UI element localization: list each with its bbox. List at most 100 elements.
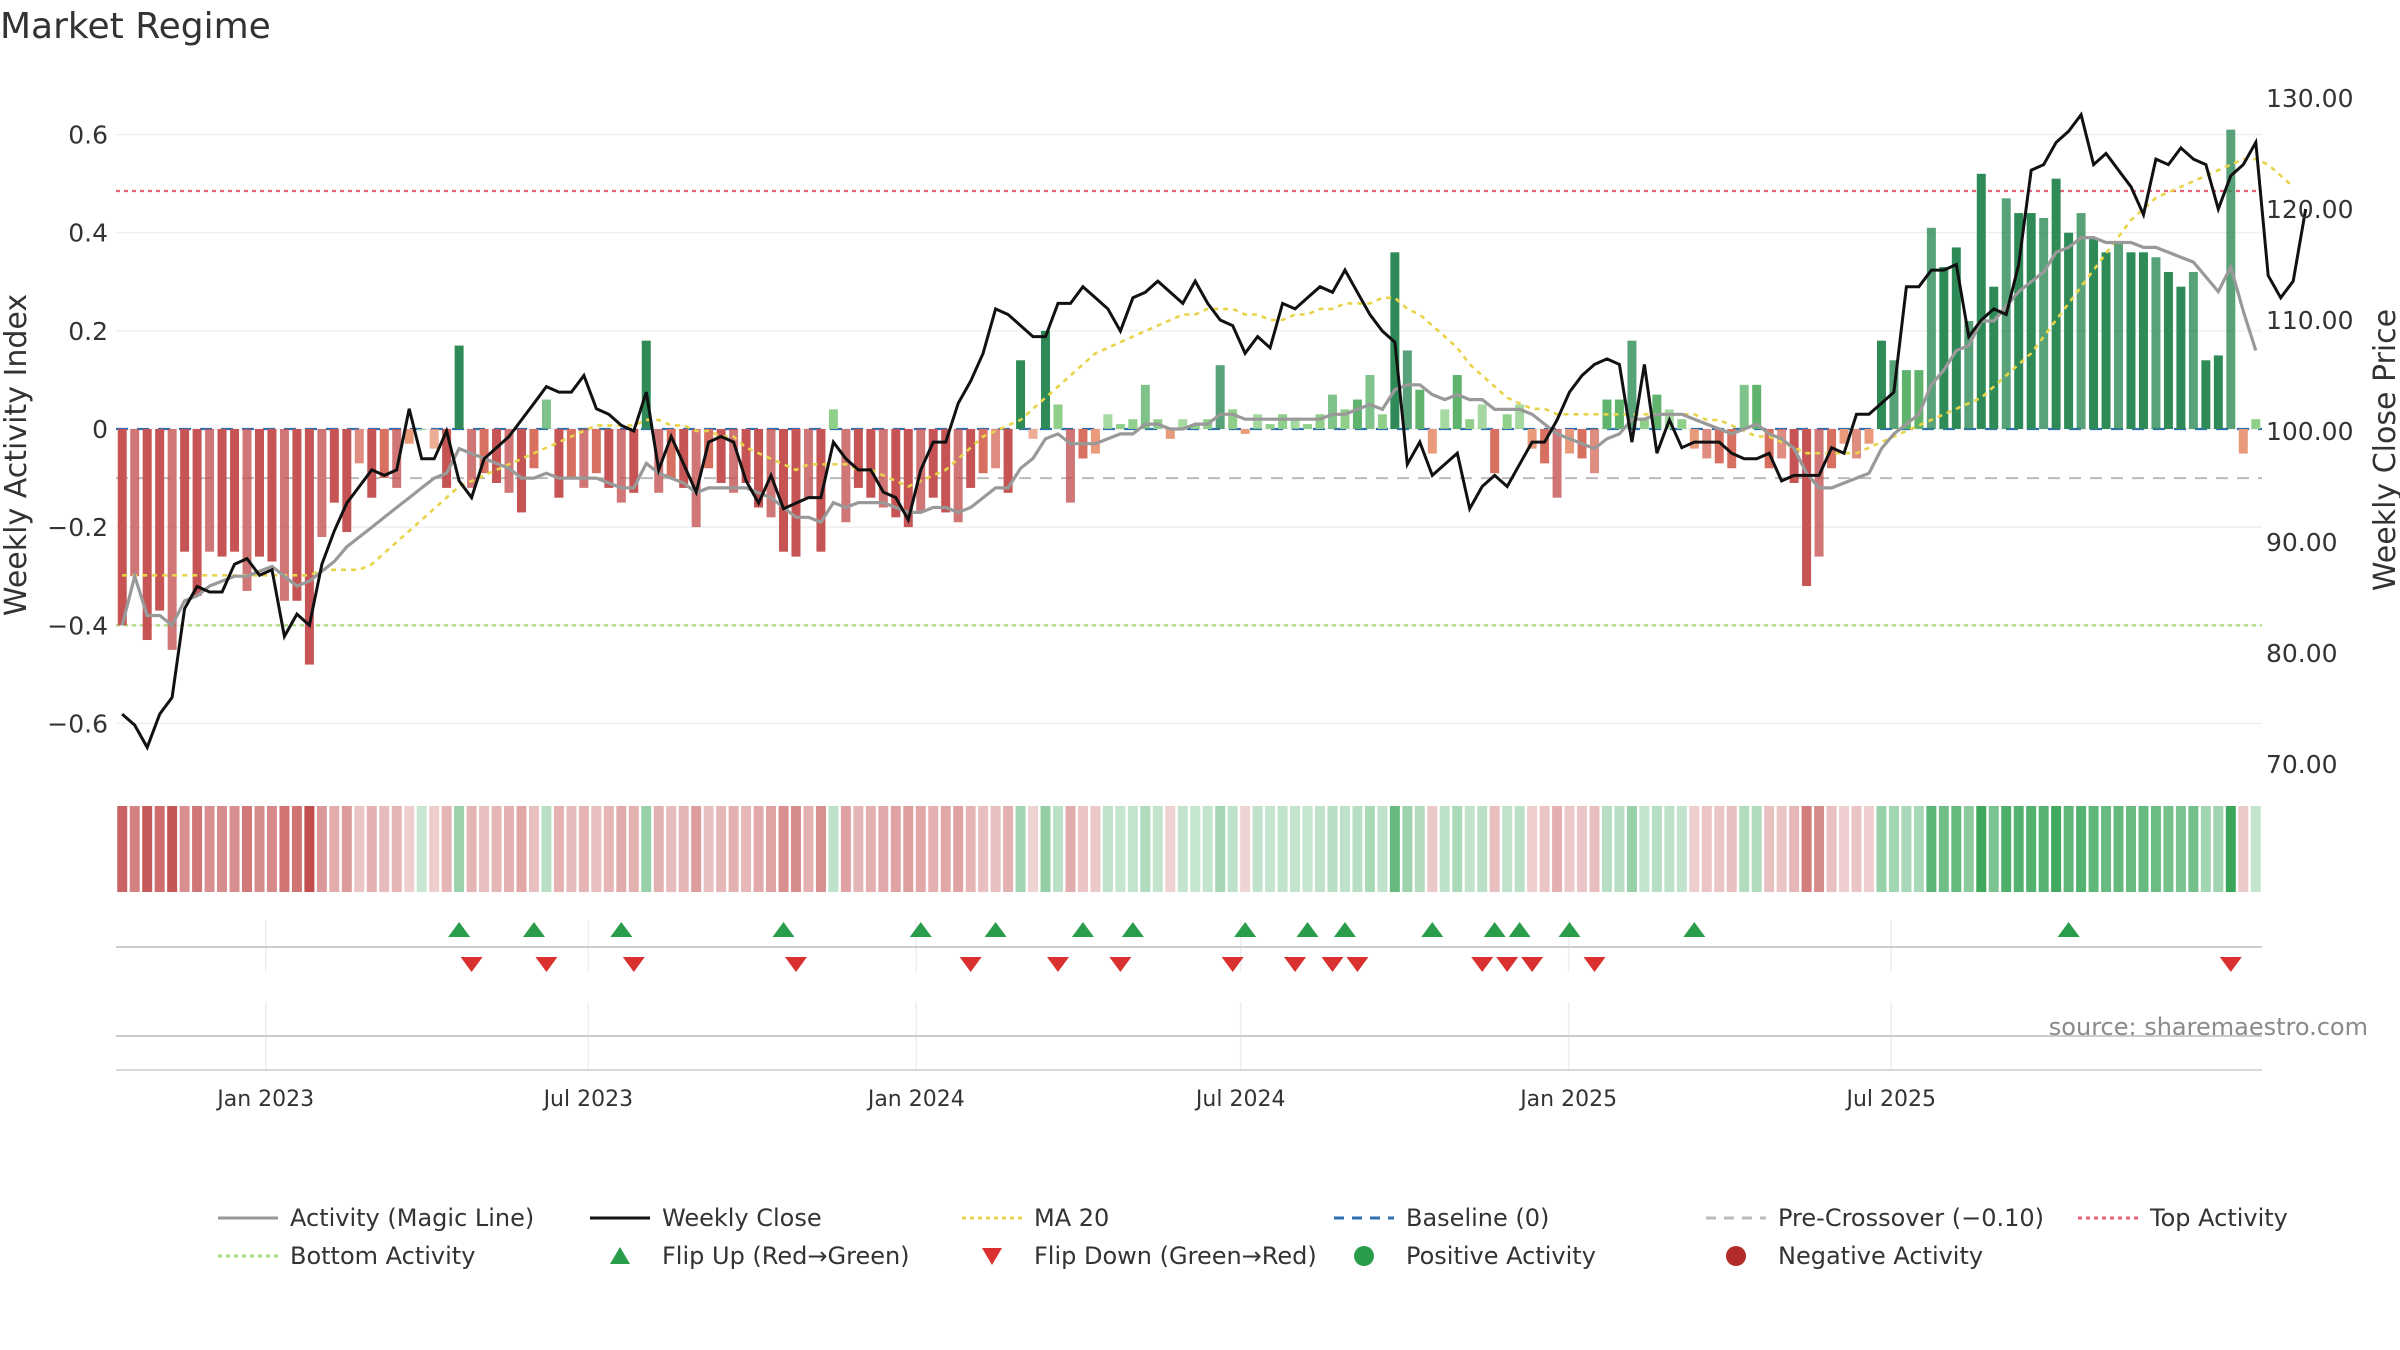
heat-cell [217,806,228,892]
heat-cell [1614,806,1625,892]
y-left-tick-label: 0.6 [68,121,108,150]
activity-bar [1515,404,1525,429]
y-left-tick-label: 0.4 [68,219,108,248]
activity-bar [2026,213,2036,429]
activity-bar [392,429,402,488]
activity-bar [1215,365,1225,429]
activity-bar [1876,340,1886,429]
activity-bar [442,429,452,488]
flip-down-marker [1496,957,1519,972]
heat-cell [1003,806,1014,892]
heat-cell [1252,806,1263,892]
heat-cell [703,806,714,892]
heat-cell [2051,806,2062,892]
heat-cell [192,806,203,892]
activity-bar [1914,370,1924,429]
heat-cell [1315,806,1325,892]
heat-cell [354,806,365,892]
heat-cell [429,806,440,892]
activity-bar [1552,429,1562,498]
heat-cell [1364,806,1375,892]
activity-bar [866,429,876,498]
activity-bar [1327,394,1337,429]
heat-cell [404,806,415,892]
heat-cell [1502,806,1513,892]
activity-bar [629,429,639,493]
legend-label: Flip Up (Red→Green) [662,1242,910,1270]
activity-bar [1814,429,1824,557]
heat-cell [2113,806,2124,892]
heat-cell [2163,806,2174,892]
activity-bar [1864,429,1874,444]
legend-item: Pre-Crossover (−0.10) [1706,1204,2044,1232]
flip-up-marker [1483,922,1506,937]
y-left-tick-label: −0.6 [47,709,108,738]
legend-swatch [1726,1246,1746,1266]
heat-cell [1202,806,1213,892]
activity-bar [230,429,240,552]
heat-cell [1427,806,1438,892]
activity-bar [903,429,913,528]
flip-up-marker [2057,922,2080,937]
activity-bar [354,429,364,464]
heat-cell [2188,806,2199,892]
activity-bar [853,429,863,488]
heat-cell [1414,806,1425,892]
y-left-tick-label: −0.4 [47,611,108,640]
activity-bar [1053,404,1063,429]
activity-bar [591,429,601,474]
activity-bar [130,429,140,577]
heat-cell [1028,806,1039,892]
activity-bar [1452,375,1462,429]
activity-bar [379,429,389,479]
legend-item: Baseline (0) [1334,1204,1549,1232]
activity-bar [517,429,526,513]
heat-cell [254,806,265,892]
y-left-tick-label: 0.2 [68,317,108,346]
heat-cell [965,806,976,892]
activity-bar [1677,419,1687,429]
flip-down-marker [1284,957,1307,972]
y-right-tick-label: 110.00 [2266,306,2353,335]
heat-cell [953,806,964,892]
activity-bar [729,429,739,493]
heat-cell [1601,806,1612,892]
heat-cell [1439,806,1450,892]
heat-cell [1913,806,1924,892]
heat-cell [890,806,901,892]
activity-bar [1016,360,1026,429]
heat-cell [641,806,652,892]
activity-bar [155,429,165,611]
heat-cell [1851,806,1862,892]
heat-cell [1726,806,1737,892]
activity-bar [2126,252,2136,429]
activity-bar [1627,340,1637,429]
heat-cell [167,806,178,892]
flip-up-marker [1121,922,1144,937]
heat-cell [553,806,564,892]
activity-bar [1752,384,1762,429]
heat-cell [1951,806,1962,892]
heat-cell [2200,806,2211,892]
heat-cell [1514,806,1525,892]
heat-cell [1564,806,1575,892]
legend-item: MA 20 [962,1204,1109,1232]
heat-cell [179,806,190,892]
activity-bar [2226,129,2236,429]
heat-cell [1452,806,1463,892]
heat-cell [1689,806,1700,892]
flip-up-marker [1558,922,1581,937]
y-left-tick-label: −0.2 [47,513,108,542]
heat-cell [1402,806,1413,892]
y-axis-left-title: Weekly Activity Index [0,294,34,616]
heat-cell [2088,806,2099,892]
ma20-line [122,157,2295,577]
activity-bar [2151,257,2161,429]
flip-down-marker [622,957,645,972]
heat-cell [1676,806,1687,892]
activity-bar [492,429,502,483]
heat-cell [1377,806,1388,892]
heat-cell [1477,806,1488,892]
heat-cell [1290,806,1301,892]
heat-cell [1801,806,1812,892]
